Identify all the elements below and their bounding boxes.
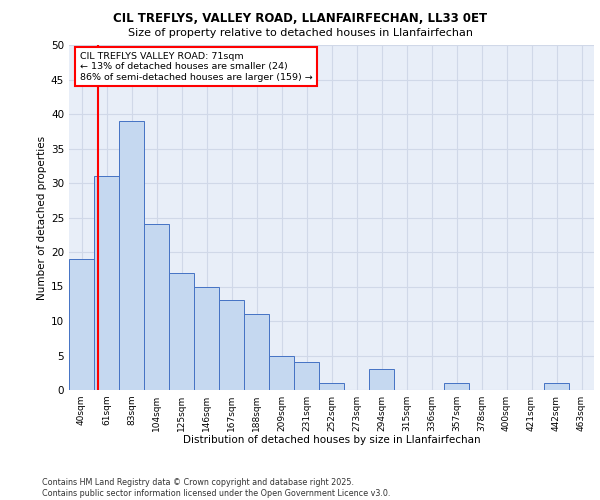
- Bar: [144, 224, 169, 390]
- Bar: [169, 272, 194, 390]
- Text: CIL TREFLYS, VALLEY ROAD, LLANFAIRFECHAN, LL33 0ET: CIL TREFLYS, VALLEY ROAD, LLANFAIRFECHAN…: [113, 12, 487, 26]
- Bar: [319, 383, 344, 390]
- Bar: [444, 383, 469, 390]
- Bar: [94, 176, 119, 390]
- Text: Size of property relative to detached houses in Llanfairfechan: Size of property relative to detached ho…: [128, 28, 473, 38]
- Bar: [269, 356, 294, 390]
- Text: CIL TREFLYS VALLEY ROAD: 71sqm
← 13% of detached houses are smaller (24)
86% of : CIL TREFLYS VALLEY ROAD: 71sqm ← 13% of …: [79, 52, 312, 82]
- Bar: [219, 300, 244, 390]
- Bar: [244, 314, 269, 390]
- Bar: [369, 370, 394, 390]
- Bar: [69, 259, 94, 390]
- X-axis label: Distribution of detached houses by size in Llanfairfechan: Distribution of detached houses by size …: [182, 436, 481, 446]
- Y-axis label: Number of detached properties: Number of detached properties: [37, 136, 47, 300]
- Bar: [194, 286, 219, 390]
- Bar: [544, 383, 569, 390]
- Bar: [294, 362, 319, 390]
- Bar: [119, 121, 144, 390]
- Text: Contains HM Land Registry data © Crown copyright and database right 2025.
Contai: Contains HM Land Registry data © Crown c…: [42, 478, 391, 498]
